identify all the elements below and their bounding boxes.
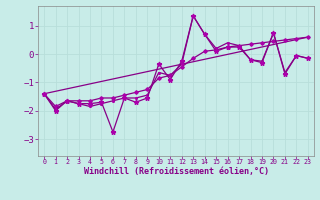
X-axis label: Windchill (Refroidissement éolien,°C): Windchill (Refroidissement éolien,°C) [84, 167, 268, 176]
